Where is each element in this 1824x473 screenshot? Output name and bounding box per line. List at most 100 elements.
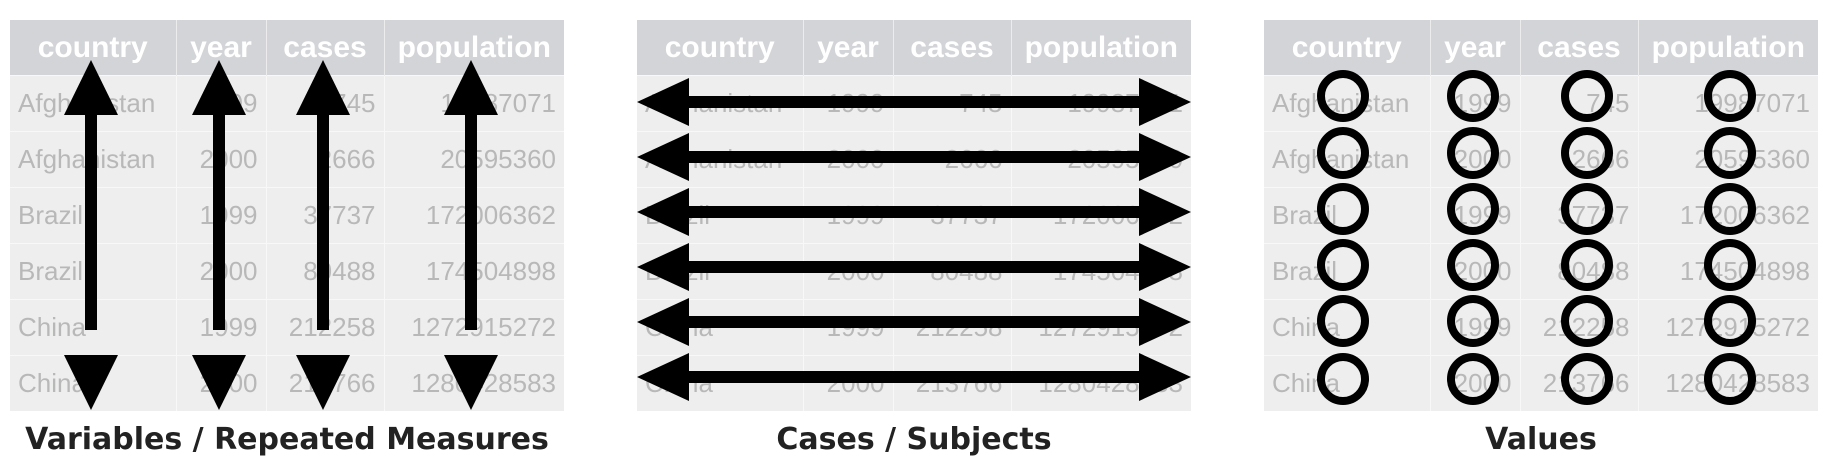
cell-year: 1999 — [803, 75, 894, 132]
caption-variables: Variables / Repeated Measures — [25, 422, 549, 457]
caption-values: Values — [1485, 422, 1597, 457]
cell-country: China — [1264, 355, 1431, 411]
table-row: Afghanistan 1999 745 19987071 — [10, 75, 564, 132]
cell-country: Brazil — [637, 187, 804, 244]
cell-population: 172006362 — [1638, 187, 1818, 244]
cell-country: China — [637, 355, 804, 411]
cell-population: 1272915272 — [384, 299, 564, 356]
cell-cases: 2666 — [893, 131, 1012, 188]
cell-cases: 80488 — [893, 243, 1012, 300]
table-header-row: country year cases population — [10, 20, 564, 76]
cell-country: Afghanistan — [1264, 75, 1431, 132]
column-header-population: population — [1011, 20, 1191, 76]
table-body: Afghanistan 1999 745 19987071 Afghanistan 200… — [10, 75, 564, 411]
panel-variables: country year cases population Afghanistan 19… — [10, 20, 564, 411]
table-header-row: country year cases population — [637, 20, 1191, 76]
cell-year: 2000 — [176, 355, 267, 411]
cell-year: 2000 — [1430, 355, 1521, 411]
cell-year: 2000 — [803, 243, 894, 300]
cell-population: 20595360 — [384, 131, 564, 188]
table-row: Brazil 2000 80488 174504898 — [637, 243, 1191, 300]
cell-cases: 212258 — [893, 299, 1012, 356]
table-row: Brazil 1999 37737 172006362 — [637, 187, 1191, 244]
table-row: Afghanistan 2000 2666 20595360 — [1264, 131, 1818, 188]
cell-population: 19987071 — [1638, 75, 1818, 132]
cell-year: 1999 — [1430, 75, 1521, 132]
cell-cases: 212258 — [1520, 299, 1639, 356]
column-header-country: country — [637, 20, 804, 76]
data-table: country year cases population Afghanistan 19… — [1264, 20, 1818, 411]
cell-cases: 213766 — [893, 355, 1012, 411]
column-header-cases: cases — [893, 20, 1012, 76]
cell-year: 2000 — [1430, 131, 1521, 188]
cell-population: 1272915272 — [1011, 299, 1191, 356]
table-row: China 2000 213766 1280428583 — [10, 355, 564, 411]
column-header-year: year — [1430, 20, 1521, 76]
column-header-year: year — [176, 20, 267, 76]
cell-country: Afghanistan — [637, 131, 804, 188]
cell-country: Afghanistan — [10, 75, 177, 132]
cell-country: Brazil — [1264, 243, 1431, 300]
cell-population: 174504898 — [1638, 243, 1818, 300]
table-row: China 1999 212258 1272915272 — [1264, 299, 1818, 356]
cell-country: Brazil — [637, 243, 804, 300]
table-row: Afghanistan 2000 2666 20595360 — [637, 131, 1191, 188]
cell-country: China — [1264, 299, 1431, 356]
cell-year: 1999 — [803, 187, 894, 244]
cell-population: 172006362 — [1011, 187, 1191, 244]
cell-year: 2000 — [803, 131, 894, 188]
column-header-population: population — [1638, 20, 1818, 76]
cell-year: 2000 — [1430, 243, 1521, 300]
cell-year: 1999 — [1430, 299, 1521, 356]
cell-cases: 745 — [1520, 75, 1639, 132]
cell-population: 172006362 — [384, 187, 564, 244]
table-body: Afghanistan 1999 745 19987071 Afghanistan 200… — [637, 75, 1191, 411]
cell-year: 1999 — [1430, 187, 1521, 244]
cell-cases: 212258 — [266, 299, 385, 356]
cell-cases: 745 — [266, 75, 385, 132]
cell-cases: 2666 — [1520, 131, 1639, 188]
column-header-country: country — [10, 20, 177, 76]
table-row: China 1999 212258 1272915272 — [10, 299, 564, 356]
table-body: Afghanistan 1999 745 19987071 Afghanistan 200… — [1264, 75, 1818, 411]
table-row: China 1999 212258 1272915272 — [637, 299, 1191, 356]
cell-year: 1999 — [803, 299, 894, 356]
cell-population: 20595360 — [1638, 131, 1818, 188]
cell-country: Afghanistan — [10, 131, 177, 188]
cell-cases: 80488 — [266, 243, 385, 300]
cell-cases: 37737 — [266, 187, 385, 244]
cell-country: China — [10, 299, 177, 356]
table-row: China 2000 213766 1280428583 — [637, 355, 1191, 411]
column-header-cases: cases — [266, 20, 385, 76]
cell-country: Afghanistan — [637, 75, 804, 132]
cell-cases: 37737 — [1520, 187, 1639, 244]
cell-population: 174504898 — [1011, 243, 1191, 300]
cell-country: China — [10, 355, 177, 411]
table-row: Brazil 2000 80488 174504898 — [1264, 243, 1818, 300]
panel-values: country year cases population Afghanistan 19… — [1264, 20, 1818, 411]
column-header-population: population — [384, 20, 564, 76]
cell-cases: 213766 — [266, 355, 385, 411]
cell-year: 2000 — [176, 243, 267, 300]
table-row: Afghanistan 1999 745 19987071 — [637, 75, 1191, 132]
cell-year: 1999 — [176, 299, 267, 356]
table-row: Brazil 1999 37737 172006362 — [1264, 187, 1818, 244]
cell-cases: 2666 — [266, 131, 385, 188]
cell-cases: 213766 — [1520, 355, 1639, 411]
table-row: Brazil 2000 80488 174504898 — [10, 243, 564, 300]
column-header-cases: cases — [1520, 20, 1639, 76]
cell-year: 1999 — [176, 187, 267, 244]
cell-population: 1272915272 — [1638, 299, 1818, 356]
data-table: country year cases population Afghanistan 19… — [10, 20, 564, 411]
cell-year: 2000 — [176, 131, 267, 188]
cell-population: 174504898 — [384, 243, 564, 300]
cell-population: 20595360 — [1011, 131, 1191, 188]
cell-country: Brazil — [1264, 187, 1431, 244]
cell-country: China — [637, 299, 804, 356]
cell-cases: 80488 — [1520, 243, 1639, 300]
table-row: Afghanistan 2000 2666 20595360 — [10, 131, 564, 188]
table-header-row: country year cases population — [1264, 20, 1818, 76]
table-row: Afghanistan 1999 745 19987071 — [1264, 75, 1818, 132]
table-row: Brazil 1999 37737 172006362 — [10, 187, 564, 244]
panel-cases: country year cases population Afghanistan 19… — [637, 20, 1191, 411]
